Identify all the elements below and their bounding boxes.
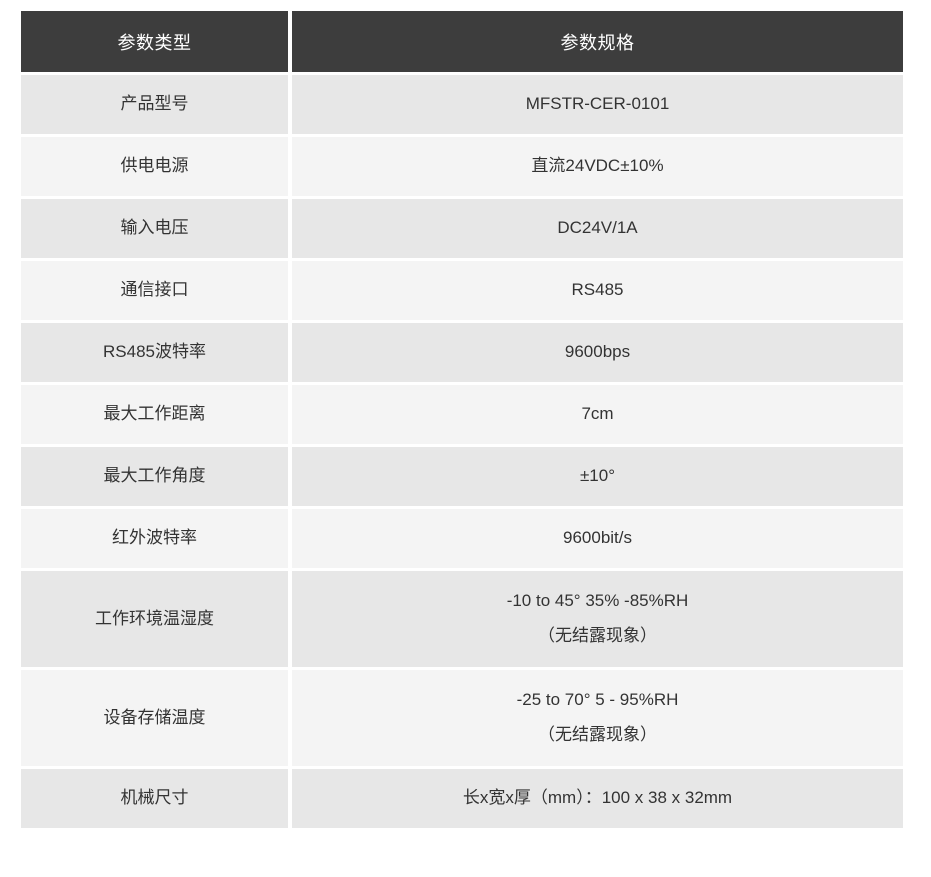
cell-parameter-type: 通信接口 bbox=[21, 261, 288, 320]
cell-parameter-type: 机械尺寸 bbox=[21, 769, 288, 828]
cell-parameter-spec: 9600bps bbox=[292, 323, 903, 382]
cell-parameter-spec: 直流24VDC±10% bbox=[292, 137, 903, 196]
table-row: 最大工作距离 7cm bbox=[21, 385, 903, 444]
cell-parameter-spec: 长x宽x厚（mm）：100 x 38 x 32mm bbox=[292, 769, 903, 828]
table-header-row: 参数类型 参数规格 bbox=[21, 11, 903, 72]
table-row: 机械尺寸 长x宽x厚（mm）：100 x 38 x 32mm bbox=[21, 769, 903, 828]
cell-parameter-type: 设备存储温度 bbox=[21, 670, 288, 766]
cell-parameter-spec: DC24V/1A bbox=[292, 199, 903, 258]
table-row: 产品型号 MFSTR-CER-0101 bbox=[21, 75, 903, 134]
cell-parameter-spec: -10 to 45° 35% -85%RH （无结露现象） bbox=[292, 571, 903, 667]
cell-parameter-type: 最大工作距离 bbox=[21, 385, 288, 444]
spec-line-primary: -10 to 45° 35% -85%RH bbox=[506, 591, 689, 611]
table-row: RS485波特率 9600bps bbox=[21, 323, 903, 382]
spec-table-container: 参数类型 参数规格 产品型号 MFSTR-CER-0101 供电电源 直流24V… bbox=[21, 11, 907, 828]
table-row: 输入电压 DC24V/1A bbox=[21, 199, 903, 258]
spec-line-primary: -25 to 70° 5 - 95%RH bbox=[516, 690, 679, 710]
table-row: 通信接口 RS485 bbox=[21, 261, 903, 320]
table-row: 设备存储温度 -25 to 70° 5 - 95%RH （无结露现象） bbox=[21, 670, 903, 766]
cell-parameter-type: 最大工作角度 bbox=[21, 447, 288, 506]
cell-parameter-spec: MFSTR-CER-0101 bbox=[292, 75, 903, 134]
table-row: 最大工作角度 ±10° bbox=[21, 447, 903, 506]
column-header-parameter-type: 参数类型 bbox=[21, 11, 288, 72]
cell-parameter-type: RS485波特率 bbox=[21, 323, 288, 382]
table-row: 红外波特率 9600bit/s bbox=[21, 509, 903, 568]
cell-parameter-spec: 9600bit/s bbox=[292, 509, 903, 568]
table-body: 产品型号 MFSTR-CER-0101 供电电源 直流24VDC±10% 输入电… bbox=[21, 75, 903, 828]
spec-line-note: （无结露现象） bbox=[538, 626, 657, 645]
cell-parameter-spec: ±10° bbox=[292, 447, 903, 506]
cell-parameter-spec: 7cm bbox=[292, 385, 903, 444]
column-header-parameter-spec: 参数规格 bbox=[292, 11, 903, 72]
table-row: 工作环境温湿度 -10 to 45° 35% -85%RH （无结露现象） bbox=[21, 571, 903, 667]
table-header: 参数类型 参数规格 bbox=[21, 11, 903, 72]
cell-parameter-spec: RS485 bbox=[292, 261, 903, 320]
cell-parameter-type: 工作环境温湿度 bbox=[21, 571, 288, 667]
cell-parameter-type: 产品型号 bbox=[21, 75, 288, 134]
cell-parameter-type: 输入电压 bbox=[21, 199, 288, 258]
cell-parameter-spec: -25 to 70° 5 - 95%RH （无结露现象） bbox=[292, 670, 903, 766]
spec-line-note: （无结露现象） bbox=[538, 725, 657, 744]
table-row: 供电电源 直流24VDC±10% bbox=[21, 137, 903, 196]
parameter-spec-table: 参数类型 参数规格 产品型号 MFSTR-CER-0101 供电电源 直流24V… bbox=[17, 8, 907, 831]
cell-parameter-type: 红外波特率 bbox=[21, 509, 288, 568]
cell-parameter-type: 供电电源 bbox=[21, 137, 288, 196]
